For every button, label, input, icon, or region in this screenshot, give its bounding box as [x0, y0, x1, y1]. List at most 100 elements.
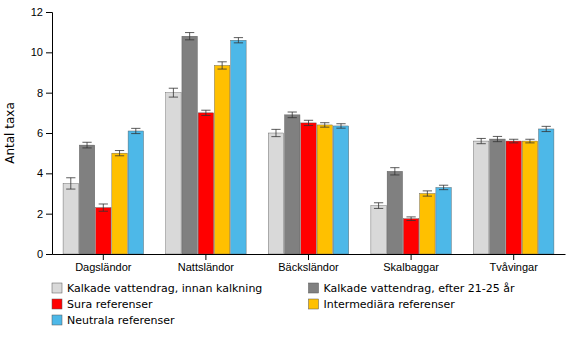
marks	[63, 33, 554, 254]
bar	[387, 171, 402, 254]
legend-item: Kalkade vattendrag, innan kalkning	[52, 282, 262, 295]
x-tick-label: Dagsländor	[75, 261, 132, 273]
error-bar	[439, 185, 448, 189]
legend-item: Sura referenser	[52, 298, 153, 311]
error-bar	[234, 38, 243, 43]
bar	[182, 36, 197, 254]
x-tick-label: Bäcksländor	[278, 261, 339, 273]
y-axis-line	[46, 13, 53, 255]
error-bar	[390, 168, 399, 175]
legend-swatch	[52, 315, 62, 325]
x-tick-label: Skalbaggar	[383, 261, 439, 273]
error-bar	[271, 129, 280, 136]
bar	[166, 93, 181, 254]
legend-label: Sura referenser	[67, 298, 153, 311]
bar	[268, 133, 283, 254]
legend-item: Neutrala referenser	[52, 314, 175, 327]
error-bar	[423, 191, 432, 196]
bar	[214, 65, 229, 254]
bar	[420, 194, 435, 255]
bar	[128, 131, 143, 254]
y-tick-label: 12	[31, 6, 43, 18]
x-tick: Bäcksländor	[278, 254, 339, 273]
error-bar	[509, 139, 518, 143]
bar	[79, 145, 94, 254]
bar	[490, 139, 505, 254]
y-tick: 6	[37, 127, 52, 139]
error-bar	[185, 33, 194, 40]
x-tick-label: Tvåvingar	[490, 261, 539, 273]
legend-label: Neutrala referenser	[67, 314, 175, 327]
error-bar	[320, 123, 329, 127]
x-tick: Dagsländor	[75, 254, 132, 273]
legend-swatch	[52, 299, 62, 309]
y-axis: 024681012	[31, 6, 53, 260]
bar	[317, 125, 332, 254]
x-axis: Dagsländor Nattsländor Bäcksländor Skalbagg…	[53, 254, 566, 273]
y-tick: 8	[37, 87, 52, 99]
x-tick: Tvåvingar	[490, 254, 539, 273]
y-tick: 10	[31, 46, 52, 58]
bar	[285, 115, 300, 254]
y-tick-label: 4	[37, 167, 43, 179]
error-bar	[99, 204, 108, 211]
y-tick-label: 8	[37, 87, 43, 99]
y-tick: 0	[37, 248, 52, 260]
y-axis-title: Antal taxa	[3, 102, 17, 164]
bar	[522, 141, 537, 254]
error-bar	[477, 138, 486, 143]
y-tick-mark	[46, 52, 52, 53]
error-bar	[201, 110, 210, 115]
chart-svg: 024681012DagsländorNattsländorBäcksländo…	[0, 0, 579, 338]
legend-item: Intermediära referenser	[309, 298, 456, 311]
y-tick-mark	[46, 93, 52, 94]
error-bar	[115, 151, 124, 156]
bar	[371, 206, 386, 254]
y-tick: 12	[31, 6, 52, 18]
error-bar	[493, 136, 502, 141]
bar	[473, 141, 488, 254]
error-bar	[169, 88, 178, 97]
y-tick-label: 0	[37, 248, 43, 260]
x-tick: Nattsländor	[178, 254, 235, 273]
y-tick-mark	[46, 173, 52, 174]
legend-label: Intermediära referenser	[324, 298, 456, 311]
x-tick-mark	[205, 254, 206, 260]
y-tick-mark	[46, 133, 52, 134]
y-tick-label: 6	[37, 127, 43, 139]
x-tick-mark	[513, 254, 514, 260]
legend: Kalkade vattendrag, innan kalkning Kalkad…	[52, 282, 515, 327]
x-tick-mark	[411, 254, 412, 260]
y-tick-label: 10	[31, 46, 43, 58]
error-bar	[374, 203, 383, 209]
series	[63, 88, 489, 254]
legend-swatch	[52, 283, 62, 293]
y-tick-mark	[46, 12, 52, 13]
x-tick-label: Nattsländor	[178, 261, 235, 273]
bar	[403, 219, 418, 254]
x-tick: Skalbaggar	[383, 254, 439, 273]
error-bar	[406, 217, 415, 221]
chart-container: 024681012DagsländorNattsländorBäcksländo…	[0, 0, 579, 338]
bar	[333, 126, 348, 254]
error-bar	[288, 112, 297, 118]
x-tick-mark	[103, 254, 104, 260]
bar	[538, 129, 553, 254]
legend-item: Kalkade vattendrag, efter 21-25 år	[309, 282, 516, 295]
bar	[506, 141, 521, 254]
y-tick: 4	[37, 167, 52, 179]
y-tick-mark	[46, 254, 52, 255]
error-bar	[66, 178, 75, 189]
bar	[96, 208, 111, 254]
error-bar	[525, 139, 534, 143]
legend-swatch	[309, 283, 319, 293]
error-bar	[218, 62, 227, 69]
bar	[198, 113, 213, 254]
bar	[436, 187, 451, 254]
bar	[63, 183, 78, 254]
error-bar	[131, 128, 140, 133]
error-bar	[542, 126, 551, 131]
bar	[112, 153, 127, 254]
bar	[231, 40, 246, 254]
error-bar	[336, 124, 345, 128]
